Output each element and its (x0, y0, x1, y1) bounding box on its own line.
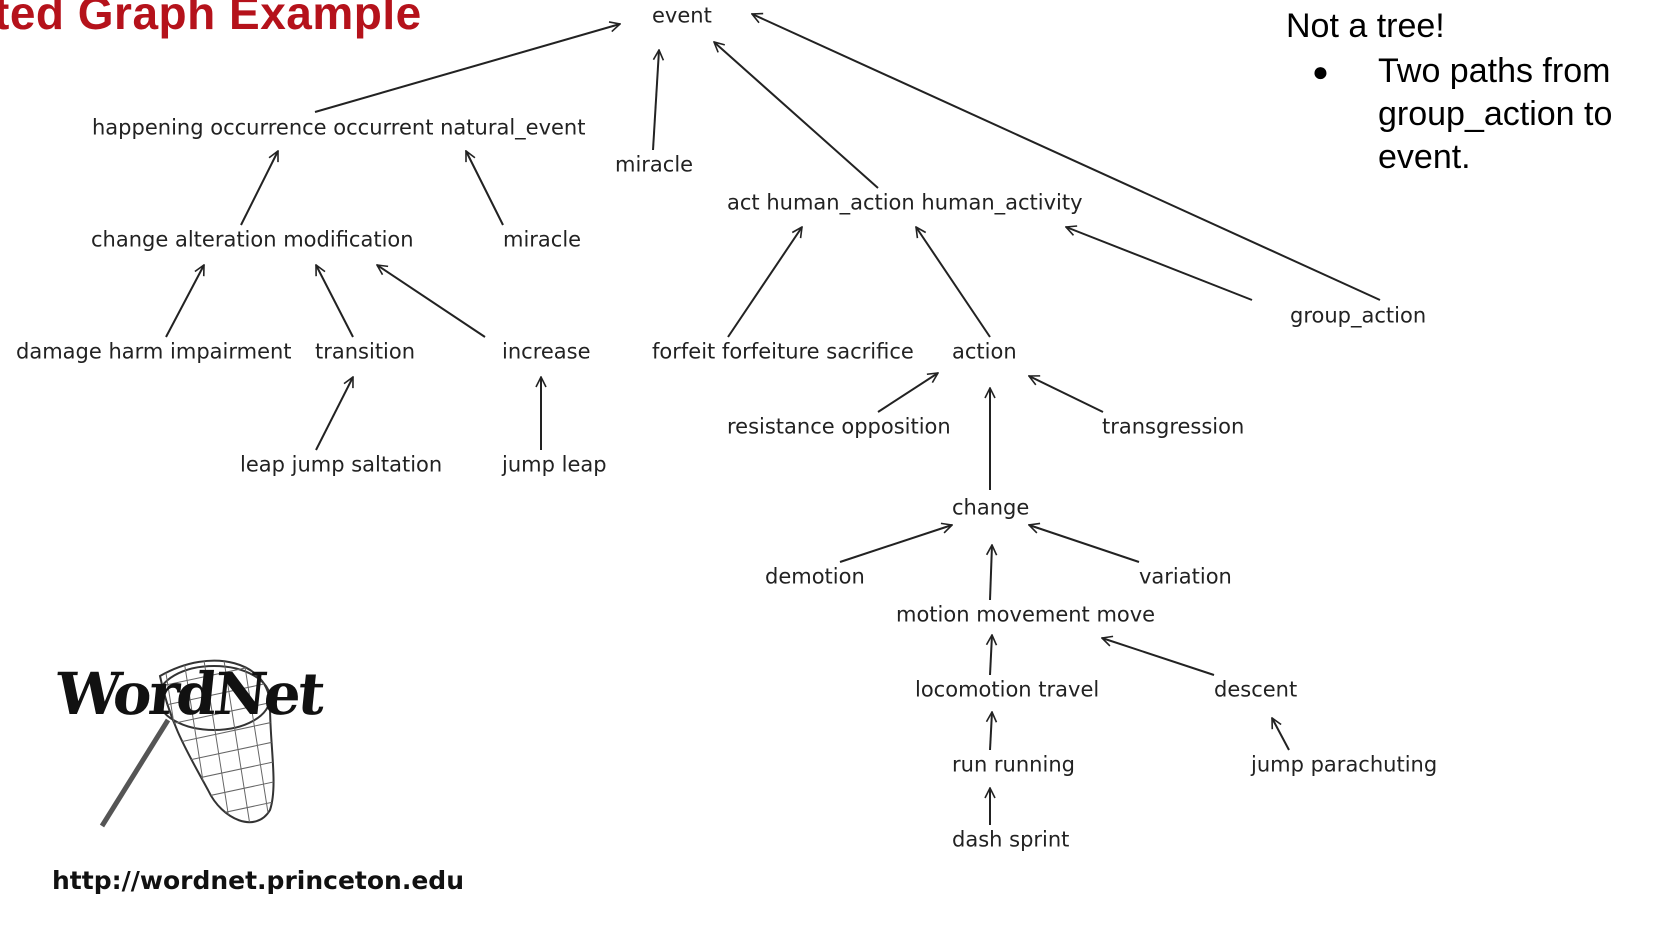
edge-miracle-mid-to-happening (465, 151, 504, 226)
edge-motion-to-change (990, 545, 992, 601)
edge-leap-to-transition (315, 377, 354, 451)
edge-happening-to-event (314, 24, 620, 113)
node-parachuting: jump parachuting (1251, 752, 1438, 777)
node-group-action: group_action (1290, 303, 1427, 328)
edge-forfeit-to-act (727, 227, 802, 338)
node-miracle-mid: miracle (503, 227, 582, 252)
node-damage: damage harm impairment (16, 339, 292, 364)
edge-transition-to-change-alt (315, 265, 354, 338)
edge-descent-to-motion (1102, 638, 1215, 676)
node-change: change (952, 495, 1030, 520)
edge-variation-to-change (1029, 525, 1140, 563)
notes-panel: Not a tree! ● Two paths from group_actio… (1286, 6, 1656, 179)
node-leap: leap jump saltation (240, 452, 443, 477)
edge-demotion-to-change (839, 525, 952, 563)
note-bullet-item: ● Two paths from group_action to event. (1286, 50, 1656, 179)
slide-title: ted Graph Example (0, 0, 422, 39)
note-heading: Not a tree! (1286, 7, 1445, 45)
edge-run-to-locomotion (990, 712, 992, 751)
node-increase: increase (502, 339, 591, 364)
node-transition: transition (315, 339, 416, 364)
edge-act-to-event (714, 42, 879, 189)
edge-group-action-to-act (1066, 227, 1253, 301)
edge-resistance-to-action (877, 373, 938, 413)
node-action: action (952, 339, 1017, 364)
edge-group-action-to-event (752, 14, 1381, 301)
node-miracle-top: miracle (615, 152, 694, 177)
edge-transgression-to-action (1029, 376, 1104, 413)
node-demotion: demotion (765, 564, 865, 589)
edge-damage-to-change-alt (165, 265, 205, 338)
node-resistance: resistance opposition (727, 414, 951, 439)
node-locomotion: locomotion travel (915, 677, 1100, 702)
node-run: run running (952, 752, 1075, 777)
node-forfeit: forfeit forfeiture sacrifice (652, 339, 914, 364)
edge-change-alt-to-happening (240, 151, 279, 226)
logo-wordmark: WordNet (52, 660, 326, 728)
butterfly-net-icon (99, 659, 275, 828)
node-transgression: transgression (1102, 414, 1245, 439)
bullet-dot-icon: ● (1312, 56, 1329, 87)
node-change-alt: change alteration modification (91, 227, 414, 252)
source-url[interactable]: http://wordnet.princeton.edu (52, 866, 464, 895)
wordnet-logo: WordNet (52, 648, 325, 838)
node-act: act human_action human_activity (727, 190, 1083, 215)
edge-miracle-top-to-event (652, 50, 659, 151)
node-event: event (652, 3, 712, 28)
note-bullet-text: Two paths from group_action to event. (1378, 52, 1613, 176)
node-descent: descent (1214, 677, 1298, 702)
edge-action-to-act (916, 227, 991, 338)
edge-locomotion-to-motion (990, 635, 992, 676)
node-motion: motion movement move (896, 602, 1156, 627)
edge-parachuting-to-descent (1271, 718, 1290, 751)
node-happening: happening occurrence occurrent natural_e… (92, 115, 586, 140)
node-variation: variation (1139, 564, 1232, 589)
node-dash: dash sprint (952, 827, 1070, 852)
edge-increase-to-change-alt (377, 265, 486, 338)
node-jumpleap: jump leap (502, 452, 607, 477)
